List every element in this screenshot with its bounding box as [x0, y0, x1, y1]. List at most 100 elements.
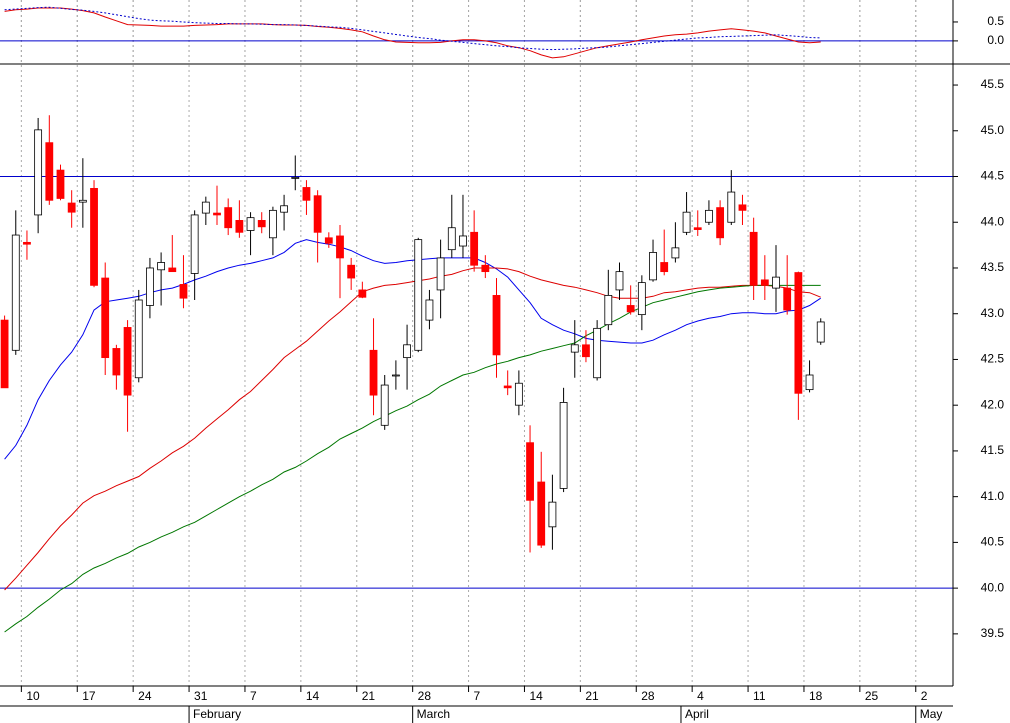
candle-body [794, 272, 803, 394]
x-tick-label: 2 [921, 689, 928, 703]
month-label: February [193, 707, 241, 721]
y-tick-label: 45.5 [981, 77, 1005, 91]
candle-body [559, 402, 568, 489]
candle-body [436, 257, 445, 291]
y-tick-label: 43.5 [981, 260, 1005, 274]
candle-body [682, 211, 691, 233]
y-tick-label: 42.5 [981, 352, 1005, 366]
y-tick-label: 44.5 [981, 169, 1005, 183]
candle-body [805, 374, 814, 391]
y-tick-label: 42.0 [981, 397, 1005, 411]
x-tick-label: 24 [138, 689, 152, 703]
y-tick-label: 0.5 [987, 14, 1004, 28]
y-tick-label: 40.5 [981, 535, 1005, 549]
candle-body [481, 264, 490, 273]
candle-body [459, 235, 467, 247]
candle-body [615, 271, 624, 291]
candle-body [347, 264, 356, 279]
candle-body [157, 262, 166, 271]
y-tick-label: 39.5 [981, 626, 1005, 640]
candle-body [816, 321, 825, 343]
candle-body [705, 209, 713, 223]
candle-body [414, 239, 423, 351]
candle-body [291, 177, 300, 179]
candle-body [269, 209, 277, 239]
candle-body [727, 191, 736, 223]
x-tick-label: 28 [418, 689, 432, 703]
y-tick-label: 0.0 [987, 33, 1004, 47]
candle-body [391, 374, 400, 377]
candle-body [56, 169, 65, 199]
candle-body [358, 289, 367, 298]
candle-body [324, 237, 333, 244]
candle-body [649, 252, 657, 281]
candle-body [224, 207, 233, 229]
candle-body [257, 220, 266, 228]
x-tick-label: 7 [474, 689, 481, 703]
candle-body [168, 267, 177, 273]
x-tick-label: 21 [585, 689, 599, 703]
candle-body [503, 385, 512, 389]
candle-body [570, 344, 579, 353]
candle-body [738, 204, 747, 211]
month-label: May [920, 707, 943, 721]
candle-body [101, 277, 110, 359]
candle-body [403, 344, 411, 359]
x-tick-label: 18 [809, 689, 823, 703]
y-tick-label: 43.0 [981, 306, 1005, 320]
candle-body [447, 227, 456, 251]
candle-body [660, 262, 669, 273]
candle-body [246, 217, 255, 231]
candle-body [146, 267, 154, 306]
candle-body [302, 187, 311, 201]
y-tick-label: 40.0 [981, 580, 1005, 594]
candle-body [716, 207, 725, 239]
candle-body [514, 382, 523, 406]
y-tick-label: 41.0 [981, 489, 1005, 503]
candle-body [90, 187, 98, 286]
candle-body [34, 129, 43, 216]
y-tick-label: 44.0 [981, 214, 1005, 228]
candle-body [492, 295, 501, 356]
candle-body [548, 501, 557, 528]
candle-body [280, 205, 288, 213]
candle-body [380, 384, 389, 426]
candle-body [760, 279, 769, 286]
x-tick-label: 31 [194, 689, 208, 703]
candle-body [190, 214, 199, 274]
x-tick-label: 4 [697, 689, 704, 703]
candle-body [201, 201, 210, 214]
line-series [4, 284, 821, 633]
candle-body [313, 195, 322, 233]
x-tick-label: 14 [529, 689, 543, 703]
x-tick-label: 10 [26, 689, 40, 703]
candle-body [637, 282, 646, 316]
x-tick-label: 28 [641, 689, 655, 703]
candle-body [470, 231, 479, 266]
candle-body [67, 202, 76, 213]
candle-body [0, 319, 9, 389]
line-series [4, 7, 821, 59]
candle-body [123, 327, 132, 396]
candle-body [537, 481, 546, 546]
candle-body [582, 344, 590, 358]
candle-body [235, 220, 244, 233]
candle-body [626, 305, 635, 313]
x-tick-label: 25 [865, 689, 879, 703]
candle-body [11, 234, 20, 351]
candle-body [693, 227, 702, 230]
month-label: April [685, 707, 709, 721]
candle-body [213, 212, 221, 216]
x-tick-label: 14 [306, 689, 320, 703]
candle-body [593, 327, 602, 379]
candle-body [772, 276, 780, 289]
candle-body [749, 231, 758, 286]
candle-body [671, 247, 680, 259]
candle-body [604, 295, 613, 326]
y-tick-label: 45.0 [981, 123, 1005, 137]
x-tick-label: 11 [753, 689, 766, 703]
line-series [4, 267, 821, 591]
candle-body [425, 299, 434, 321]
candle-body [526, 442, 534, 501]
candle-body [45, 142, 54, 201]
